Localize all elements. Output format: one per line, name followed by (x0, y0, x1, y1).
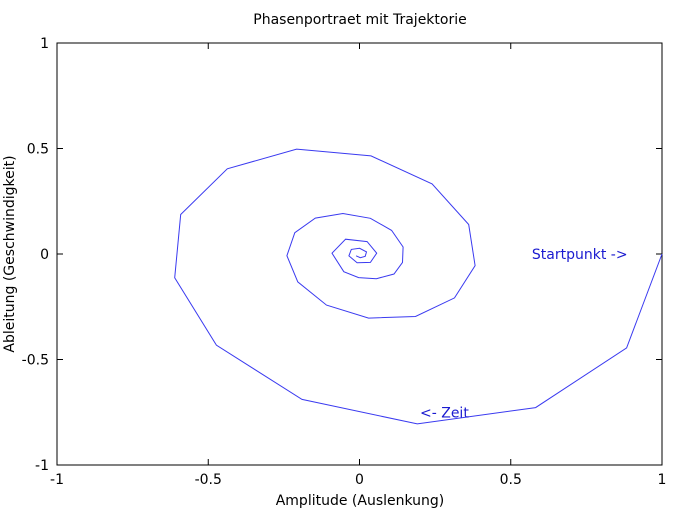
annotation-zeit: <- Zeit (420, 405, 469, 421)
chart-title: Phasenportraet mit Trajektorie (253, 12, 466, 28)
y-tick-label: -1 (35, 458, 49, 474)
trajectory-line (174, 148, 663, 425)
x-axis-label: Amplitude (Auslenkung) (276, 493, 445, 509)
x-tick-label: 1 (658, 472, 667, 488)
x-tick-label: -1 (50, 472, 64, 488)
x-tick-label: 0 (355, 472, 364, 488)
x-tick-label: -0.5 (195, 472, 222, 488)
annotation-startpunkt: Startpunkt -> (532, 247, 628, 263)
y-tick-label: -0.5 (22, 353, 49, 369)
y-tick-label: 0.5 (27, 142, 49, 158)
y-tick-label: 0 (40, 247, 49, 263)
x-tick-label: 0.5 (500, 472, 522, 488)
y-axis-label: Ableitung (Geschwindigkeit) (2, 155, 18, 352)
y-tick-label: 1 (40, 36, 49, 52)
